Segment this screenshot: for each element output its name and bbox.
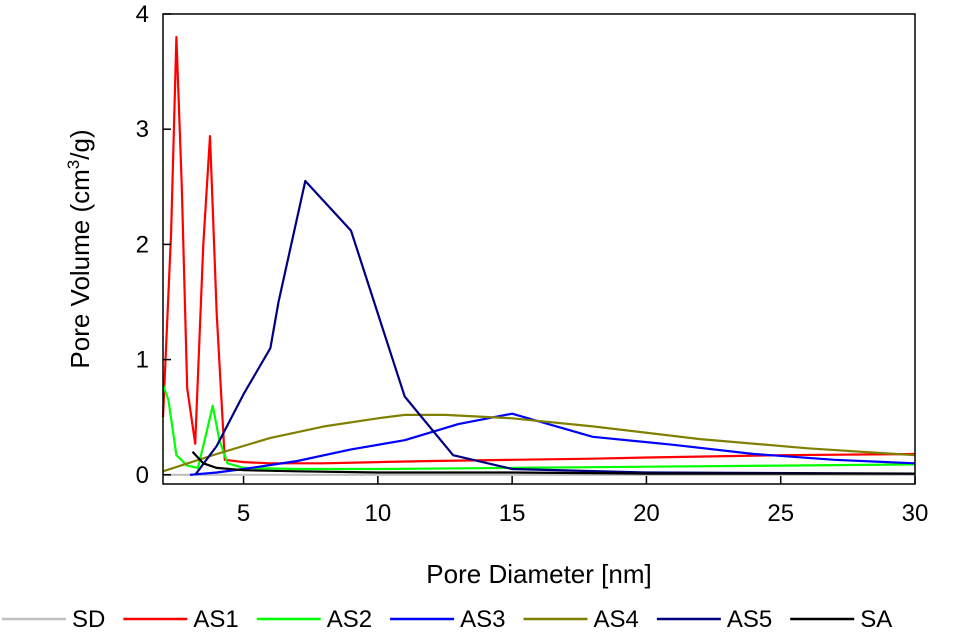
legend-label-as5: AS5 (727, 606, 772, 633)
y-tick-label: 3 (136, 116, 149, 143)
y-tick-label: 2 (136, 231, 149, 258)
x-tick-label: 25 (767, 500, 794, 527)
series-line-as5 (194, 179, 916, 476)
legend-label-as4: AS4 (593, 606, 638, 633)
x-tick-label: 5 (237, 500, 250, 527)
series-line-sa (191, 450, 915, 475)
legend: SD AS1 AS2 AS3 AS4 AS5 SA (2, 606, 892, 633)
y-tick-label: 1 (136, 347, 149, 374)
x-tick-label: 15 (499, 500, 526, 527)
y-tick-label: 0 (136, 462, 149, 489)
legend-label-as2: AS2 (327, 606, 372, 633)
series-line-as3 (189, 412, 916, 476)
legend-label-as3: AS3 (460, 606, 505, 633)
y-axis-label-tail: /g) (65, 129, 95, 159)
plot-area (163, 14, 915, 484)
y-axis-label-superscript: 3 (64, 160, 83, 169)
x-tick-label: 30 (902, 500, 929, 527)
series-line-as1 (161, 35, 916, 465)
series-layer (161, 35, 916, 476)
plot-frame (162, 13, 916, 485)
x-tick-label: 10 (365, 500, 392, 527)
x-axis-ticks: 5 10 15 20 25 30 (237, 476, 928, 527)
legend-label-sa: SA (860, 606, 892, 633)
y-axis-label: Pore Volume (cm3/g) (64, 129, 95, 368)
x-axis-label: Pore Diameter [nm] (426, 559, 651, 589)
x-tick-label: 20 (633, 500, 660, 527)
y-axis-ticks: 0 1 2 3 4 (136, 1, 171, 489)
legend-label-sd: SD (72, 606, 105, 633)
series-line-as4 (162, 413, 916, 473)
y-tick-label: 4 (136, 1, 149, 28)
legend-label-as1: AS1 (193, 606, 238, 633)
y-axis-label-main: Pore Volume (cm (65, 169, 95, 368)
